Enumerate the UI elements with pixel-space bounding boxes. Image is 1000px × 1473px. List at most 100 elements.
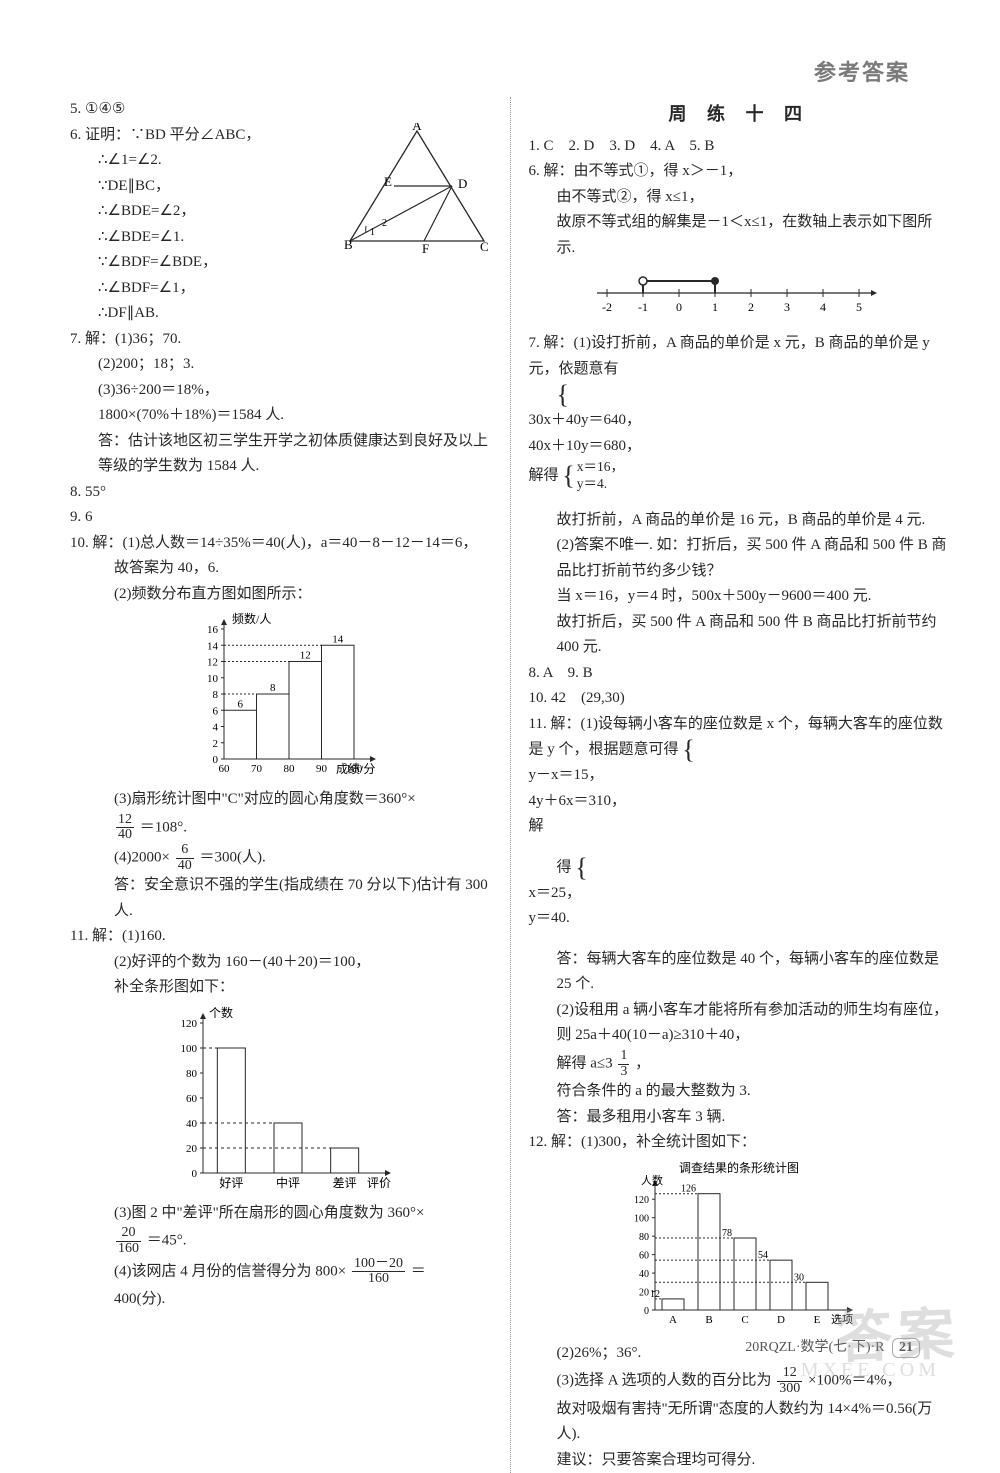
r-q12-l2: (3)选择 A 选项的人数的百分比为 12300 ×100%＝4%， bbox=[529, 1366, 951, 1396]
svg-text:调查结果的条形统计图: 调查结果的条形统计图 bbox=[679, 1160, 799, 1175]
r-q12-l3: 故对吸烟有害持"无所谓"态度的人数约为 14×4%＝0.56(万人). bbox=[529, 1397, 951, 1448]
svg-text:D: D bbox=[458, 176, 467, 191]
q6-l6: ∴∠BDF=∠1， bbox=[70, 276, 492, 302]
svg-text:C: C bbox=[480, 239, 489, 253]
q6-l7: ∴DF∥AB. bbox=[70, 301, 492, 327]
svg-text:2: 2 bbox=[748, 300, 754, 314]
svg-text:126: 126 bbox=[681, 1183, 696, 1194]
r-q7-l3: 当 x＝16，y＝4 时，500x＋500y－9600＝400 元. bbox=[529, 584, 951, 610]
svg-text:80: 80 bbox=[639, 1232, 649, 1243]
svg-text:1: 1 bbox=[712, 300, 718, 314]
q10-l2: (2)频数分布直方图如图所示： bbox=[70, 582, 492, 608]
r-q12-l4: 建议：只要答案合理均可得分. bbox=[529, 1448, 951, 1473]
svg-text:120: 120 bbox=[180, 1018, 197, 1030]
svg-text:20: 20 bbox=[639, 1287, 649, 1298]
svg-text:60: 60 bbox=[639, 1250, 649, 1261]
svg-text:成绩/分: 成绩/分 bbox=[336, 762, 375, 776]
svg-text:16: 16 bbox=[207, 624, 219, 636]
q6-figure: A B C D E F 1 2 bbox=[342, 123, 492, 253]
svg-text:B: B bbox=[344, 237, 353, 252]
svg-text:40: 40 bbox=[186, 1118, 198, 1130]
svg-text:6: 6 bbox=[237, 698, 243, 710]
svg-text:4: 4 bbox=[820, 300, 826, 314]
content-columns: 5. ①④⑤ A B C D E F 1 2 6. 证明：∵BD 平分∠ABC，… bbox=[0, 97, 1000, 1473]
q7-l3: 1800×(70%＋18%)＝1584 人. bbox=[70, 403, 492, 429]
q12-barchart: 调查结果的条形统计图02040608010012012A126B78C54D30… bbox=[609, 1160, 869, 1335]
svg-text:频数/人: 频数/人 bbox=[232, 611, 271, 626]
svg-text:选项: 选项 bbox=[831, 1313, 853, 1326]
svg-text:80: 80 bbox=[186, 1068, 198, 1080]
svg-text:20: 20 bbox=[186, 1143, 198, 1155]
q10-l4: (4)2000× 640 ＝300(人). bbox=[70, 843, 492, 873]
svg-text:0: 0 bbox=[644, 1306, 649, 1317]
svg-text:-1: -1 bbox=[638, 300, 648, 314]
svg-text:B: B bbox=[706, 1314, 713, 1326]
svg-text:3: 3 bbox=[784, 300, 790, 314]
q10-histogram: 024681012141668121460708090100频数/人成绩/分 bbox=[176, 611, 386, 781]
q7-l4: 答：估计该地区初三学生开学之初体质健康达到良好及以上等级的学生数为 1584 人… bbox=[70, 429, 492, 480]
number-line: -2-1012345 bbox=[579, 265, 899, 325]
svg-text:E: E bbox=[384, 174, 392, 189]
svg-text:差评: 差评 bbox=[332, 1176, 356, 1190]
right-column: 周 练 十 四 1. C 2. D 3. D 4. A 5. B 6. 解：由不… bbox=[511, 97, 961, 1473]
svg-text:100: 100 bbox=[180, 1043, 197, 1055]
svg-text:A: A bbox=[669, 1314, 677, 1326]
r-q11-l6: 答：最多租用小客车 3 辆. bbox=[529, 1105, 951, 1131]
footer: 20RQZL·数学(七·下)·R 21 bbox=[745, 1336, 920, 1358]
svg-text:A: A bbox=[412, 123, 422, 133]
r-q11-eqr: 得 { bbox=[529, 855, 951, 881]
svg-text:-2: -2 bbox=[602, 300, 612, 314]
svg-text:E: E bbox=[814, 1314, 821, 1326]
q6-l5: ∵∠BDF=∠BDE， bbox=[70, 250, 492, 276]
svg-text:10: 10 bbox=[207, 673, 219, 685]
svg-text:80: 80 bbox=[283, 763, 295, 775]
r-q12-head: 12. 解：(1)300，补全统计图如下： bbox=[529, 1130, 951, 1156]
svg-text:40: 40 bbox=[639, 1269, 649, 1280]
svg-text:70: 70 bbox=[251, 763, 263, 775]
q11-l3b: 20160 ＝45°. bbox=[70, 1226, 492, 1256]
svg-text:60: 60 bbox=[218, 763, 230, 775]
svg-text:好评: 好评 bbox=[219, 1176, 243, 1190]
q7-l2: (3)36÷200＝18%， bbox=[70, 378, 492, 404]
r-q11-head: 11. 解：(1)设每辆小客车的座位数是 x 个，每辆大客车的座位数是 y 个，… bbox=[529, 712, 951, 764]
q10-l1: 故答案为 40，6. bbox=[70, 556, 492, 582]
r-q7-l1: 故打折前，A 商品的单价是 16 元，B 商品的单价是 4 元. bbox=[529, 508, 951, 534]
q11-l5: 400(分). bbox=[70, 1287, 492, 1313]
svg-text:8: 8 bbox=[270, 682, 276, 694]
q9: 9. 6 bbox=[70, 505, 492, 531]
r-q11-l2: (2)设租用 a 辆小客车才能将所有参加活动的师生均有座位， bbox=[529, 998, 951, 1024]
q11-head: 11. 解：(1)160. bbox=[70, 924, 492, 950]
svg-text:中评: 中评 bbox=[276, 1175, 300, 1190]
svg-text:90: 90 bbox=[316, 763, 328, 775]
svg-text:12: 12 bbox=[207, 657, 218, 669]
svg-text:14: 14 bbox=[332, 633, 344, 645]
svg-text:12: 12 bbox=[650, 1289, 660, 1300]
svg-text:100: 100 bbox=[634, 1213, 649, 1224]
left-column: 5. ①④⑤ A B C D E F 1 2 6. 证明：∵BD 平分∠ABC，… bbox=[60, 97, 511, 1473]
svg-text:人数: 人数 bbox=[641, 1174, 663, 1187]
q10-head: 10. 解：(1)总人数＝14÷35%＝40(人)，a＝40－8－12－14＝6… bbox=[70, 531, 492, 557]
q5: 5. ①④⑤ bbox=[70, 97, 492, 123]
svg-text:60: 60 bbox=[186, 1093, 198, 1105]
r-q7-head: 7. 解：(1)设打折前，A 商品的单价是 x 元，B 商品的单价是 y 元，依… bbox=[529, 331, 951, 382]
svg-text:0: 0 bbox=[676, 300, 682, 314]
r-q11-l4: 解得 a≤3 13 ， bbox=[529, 1049, 951, 1079]
svg-text:54: 54 bbox=[758, 1250, 768, 1261]
svg-text:12: 12 bbox=[300, 650, 311, 662]
svg-text:30: 30 bbox=[794, 1272, 804, 1283]
svg-text:2: 2 bbox=[212, 738, 218, 750]
r-q11-l5: 符合条件的 a 的最大整数为 3. bbox=[529, 1079, 951, 1105]
q11-l1: (2)好评的个数为 160－(40＋20)＝100， bbox=[70, 950, 492, 976]
q7-head: 7. 解：(1)36；70. bbox=[70, 327, 492, 353]
q8: 8. 55° bbox=[70, 480, 492, 506]
q10-l5: 答：安全意识不强的学生(指成绩在 70 分以下)估计有 300 人. bbox=[70, 873, 492, 924]
svg-text:评价: 评价 bbox=[367, 1176, 391, 1190]
svg-text:C: C bbox=[742, 1314, 749, 1326]
svg-text:14: 14 bbox=[207, 640, 219, 652]
svg-text:2: 2 bbox=[382, 218, 387, 229]
r-q6-l2: 故原不等式组的解集是－1＜x≤1，在数轴上表示如下图所示. bbox=[529, 210, 951, 261]
r-q6-l1: 由不等式②，得 x≤1， bbox=[529, 185, 951, 211]
svg-text:个数: 个数 bbox=[209, 1005, 233, 1020]
r-q8-9: 8. A 9. B bbox=[529, 661, 951, 687]
svg-text:8: 8 bbox=[212, 689, 218, 701]
